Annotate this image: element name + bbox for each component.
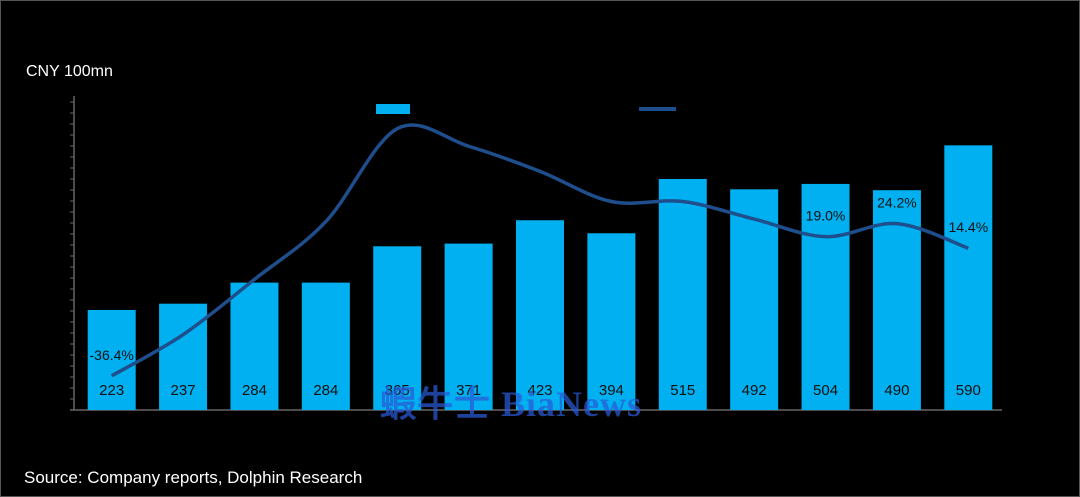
bar	[730, 189, 779, 410]
bar-value-label: 423	[527, 382, 552, 399]
bar-value-label: 492	[742, 382, 767, 399]
bar	[444, 243, 493, 410]
growth-value-label: -36.4%	[90, 347, 134, 363]
bar	[658, 178, 707, 410]
bar-value-label: 504	[813, 382, 838, 399]
bar-value-label: 515	[670, 382, 695, 399]
bar	[373, 246, 422, 410]
bar-value-label: 490	[884, 382, 909, 399]
bar	[801, 183, 850, 410]
y-axis-unit-label: CNY 100mn	[26, 63, 113, 80]
bar-value-label: 284	[242, 382, 267, 399]
bar	[230, 282, 279, 410]
bar-value-label: 284	[313, 382, 338, 399]
bar-value-label: 371	[456, 382, 481, 399]
growth-value-label: 19.0%	[806, 208, 846, 224]
bar	[87, 309, 136, 410]
bar	[301, 282, 350, 410]
growth-value-label: 14.4%	[948, 219, 988, 235]
bar-value-label: 223	[99, 382, 124, 399]
legend-bar-swatch	[376, 104, 410, 114]
bar	[944, 145, 993, 411]
bar-value-label: 237	[171, 382, 196, 399]
growth-value-label: 24.2%	[877, 195, 917, 211]
source-note: Source: Company reports, Dolphin Researc…	[24, 468, 363, 487]
bar-value-label: 394	[599, 382, 624, 399]
bar-value-label: 365	[385, 382, 410, 399]
bar	[587, 233, 636, 410]
growth-line	[110, 123, 969, 378]
bar	[516, 220, 564, 410]
watermark: 蝦牛士 BiaNews	[380, 384, 642, 424]
bar-value-label: 590	[956, 382, 981, 399]
